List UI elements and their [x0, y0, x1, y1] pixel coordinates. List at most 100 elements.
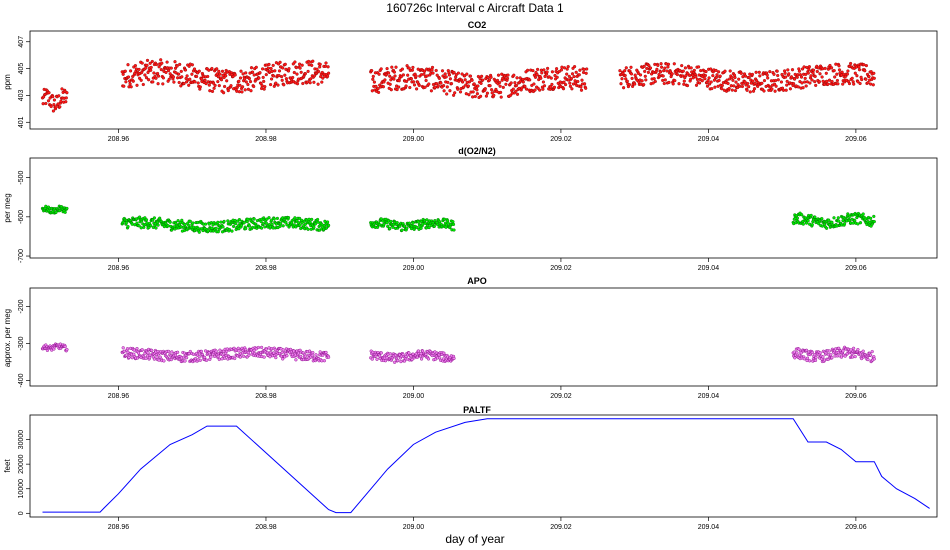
data-point: [738, 84, 742, 88]
data-point: [210, 66, 214, 71]
data-point: [533, 88, 537, 92]
data-point: [521, 77, 525, 81]
data-point: [776, 73, 780, 78]
data-point: [797, 69, 801, 73]
data-point: [214, 226, 218, 230]
x-tick-label: 209.06: [845, 393, 867, 400]
data-point: [514, 83, 519, 88]
y-axis-label-co2: ppm: [3, 74, 12, 90]
data-point: [188, 219, 192, 223]
data-point: [760, 81, 764, 85]
data-point: [824, 226, 829, 230]
data-point: [159, 67, 163, 72]
data-point: [850, 76, 854, 80]
data-point: [827, 78, 832, 82]
data-point: [768, 69, 772, 74]
data-point: [872, 71, 876, 75]
data-point: [148, 61, 152, 65]
apo-points-group: [40, 342, 876, 364]
data-point: [829, 66, 834, 70]
data-point: [582, 67, 586, 71]
data-point: [312, 74, 316, 78]
data-point: [227, 227, 231, 232]
data-point: [841, 219, 845, 223]
data-point: [388, 82, 392, 86]
data-point: [475, 92, 479, 96]
data-point: [542, 68, 546, 72]
data-point: [154, 76, 158, 80]
data-point: [44, 101, 48, 106]
data-point: [448, 77, 452, 81]
data-point: [419, 352, 423, 356]
data-point: [539, 68, 543, 72]
data-point: [425, 74, 429, 78]
data-point: [169, 66, 173, 70]
data-point: [638, 73, 643, 77]
data-point: [762, 89, 766, 93]
data-point: [535, 67, 540, 71]
data-point: [659, 62, 663, 66]
data-point: [151, 218, 155, 222]
data-point: [619, 82, 623, 86]
co2-points-group: [40, 58, 876, 113]
y-tick-label: -300: [18, 336, 25, 350]
data-point: [141, 82, 145, 87]
data-point: [579, 88, 584, 92]
data-point: [183, 359, 187, 363]
data-point: [267, 62, 271, 66]
data-point: [743, 80, 747, 84]
data-point: [230, 229, 234, 233]
data-point: [303, 354, 307, 358]
data-point: [858, 221, 863, 225]
data-point: [180, 218, 184, 222]
data-point: [280, 350, 284, 355]
data-point: [326, 74, 330, 78]
data-point: [156, 223, 160, 227]
data-point: [807, 67, 811, 71]
data-point: [621, 86, 626, 90]
data-point: [800, 67, 805, 71]
data-point: [226, 219, 230, 223]
data-point: [528, 78, 532, 82]
data-point: [804, 84, 808, 88]
data-point: [307, 217, 311, 221]
data-point: [65, 348, 69, 352]
data-point: [417, 83, 421, 87]
data-point: [840, 70, 844, 74]
data-point: [647, 63, 651, 68]
data-point: [625, 79, 629, 83]
data-point: [830, 356, 834, 360]
data-point: [298, 223, 302, 227]
data-point: [419, 73, 423, 77]
data-point: [496, 73, 501, 77]
data-point: [518, 76, 522, 80]
data-point: [264, 347, 268, 351]
data-point: [303, 222, 307, 226]
data-point: [394, 353, 398, 357]
data-point: [409, 77, 413, 81]
data-point: [860, 77, 864, 82]
data-point: [645, 66, 649, 71]
data-point: [267, 216, 271, 220]
data-point: [383, 78, 387, 82]
data-point: [219, 220, 223, 224]
data-point: [783, 75, 788, 79]
data-point: [541, 80, 545, 84]
data-point: [207, 83, 211, 87]
data-point: [395, 221, 399, 225]
data-point: [183, 68, 188, 72]
data-point: [747, 75, 751, 79]
data-point: [703, 73, 707, 78]
data-point: [818, 351, 822, 355]
data-point: [254, 65, 258, 69]
data-point: [786, 68, 790, 72]
data-point: [201, 229, 205, 233]
data-point: [670, 72, 674, 76]
data-point: [173, 60, 177, 64]
data-point: [858, 81, 862, 86]
data-point: [217, 83, 221, 88]
data-point: [169, 358, 173, 362]
data-point: [805, 356, 810, 360]
data-point: [236, 346, 240, 350]
data-point: [154, 62, 159, 67]
